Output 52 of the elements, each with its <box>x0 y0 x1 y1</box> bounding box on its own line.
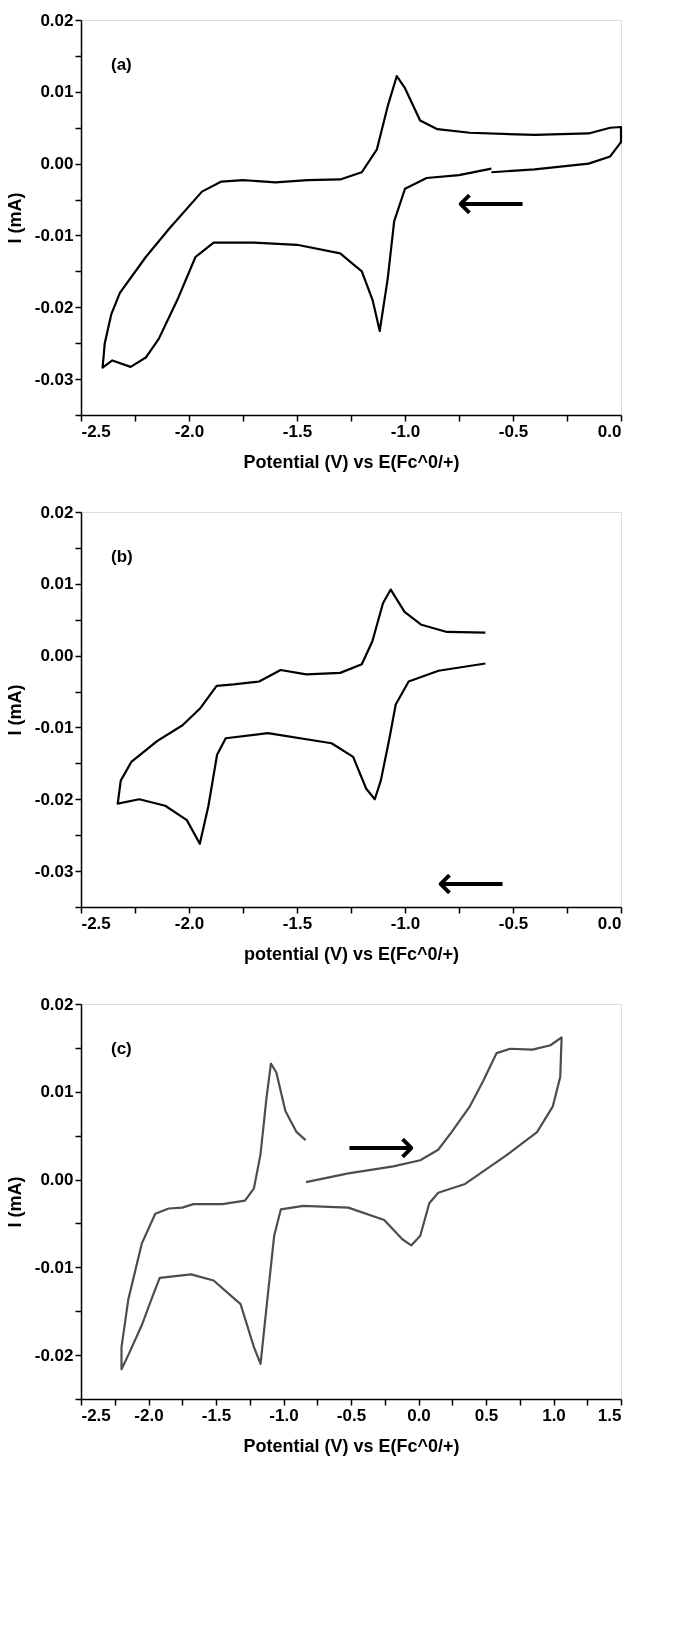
annotation: ⟵ <box>456 174 526 230</box>
x-tick-label: -1.0 <box>390 913 421 933</box>
y-axis-title: I (mA) <box>4 684 25 736</box>
x-tick-label: -1.0 <box>390 421 421 441</box>
x-tick-label: -2.0 <box>174 421 205 441</box>
y-tick-label: -0.02 <box>34 1345 74 1365</box>
x-tick-label: 0.0 <box>407 1405 431 1425</box>
y-tick-label: 0.02 <box>40 502 74 522</box>
y-tick-label: -0.01 <box>34 717 74 737</box>
x-tick-label: -1.0 <box>269 1405 299 1425</box>
y-tick-label: 0.00 <box>40 1170 74 1190</box>
x-tick-label: -2.5 <box>81 913 111 933</box>
x-tick-label: -0.5 <box>336 1405 367 1425</box>
x-tick-label: 0.0 <box>597 913 622 933</box>
line-series <box>101 74 623 369</box>
y-tick-label: -0.02 <box>34 297 74 317</box>
y-tick-label: 0.01 <box>40 82 74 102</box>
x-tick-label: -2.5 <box>81 1405 111 1425</box>
annotation: (b) <box>111 547 133 566</box>
y-tick-label: 0.02 <box>40 10 74 30</box>
y-tick-label: 0.00 <box>40 154 74 174</box>
y-axis-title: I (mA) <box>4 192 25 244</box>
x-axis-title: Potential (V) vs E(Fc^0/+) <box>243 1435 460 1456</box>
x-axis-title: Potential (V) vs E(Fc^0/+) <box>243 451 460 472</box>
y-tick-label: -0.01 <box>34 225 74 245</box>
y-tick-label: 0.00 <box>40 646 74 666</box>
line-series <box>116 588 487 845</box>
x-tick-label: 1.0 <box>542 1405 566 1425</box>
x-tick-label: 1.5 <box>597 1405 622 1425</box>
annotation: ⟶ <box>346 1118 416 1174</box>
x-tick-label: -1.5 <box>282 421 313 441</box>
x-tick-label: -2.0 <box>134 1405 164 1425</box>
annotation: ⟵ <box>436 854 506 910</box>
y-axis-title: I (mA) <box>4 1176 25 1228</box>
x-tick-label: -2.5 <box>81 421 111 441</box>
x-tick-label: -1.5 <box>201 1405 232 1425</box>
y-tick-label: -0.01 <box>34 1257 74 1277</box>
y-tick-label: 0.01 <box>40 1082 74 1102</box>
x-tick-label: 0.0 <box>597 421 622 441</box>
y-tick-label: -0.02 <box>34 789 74 809</box>
x-tick-label: -1.5 <box>282 913 313 933</box>
x-tick-label: -0.5 <box>498 913 529 933</box>
y-tick-label: 0.01 <box>40 574 74 594</box>
annotation: (a) <box>111 55 132 74</box>
x-tick-label: -0.5 <box>498 421 529 441</box>
x-tick-label: -2.0 <box>174 913 205 933</box>
y-tick-label: -0.03 <box>34 861 74 881</box>
x-axis-title: potential (V) vs E(Fc^0/+) <box>243 943 460 964</box>
y-tick-label: -0.03 <box>34 369 74 389</box>
annotation: (c) <box>111 1039 132 1058</box>
y-tick-label: 0.02 <box>40 994 74 1014</box>
x-tick-label: 0.5 <box>474 1405 499 1425</box>
